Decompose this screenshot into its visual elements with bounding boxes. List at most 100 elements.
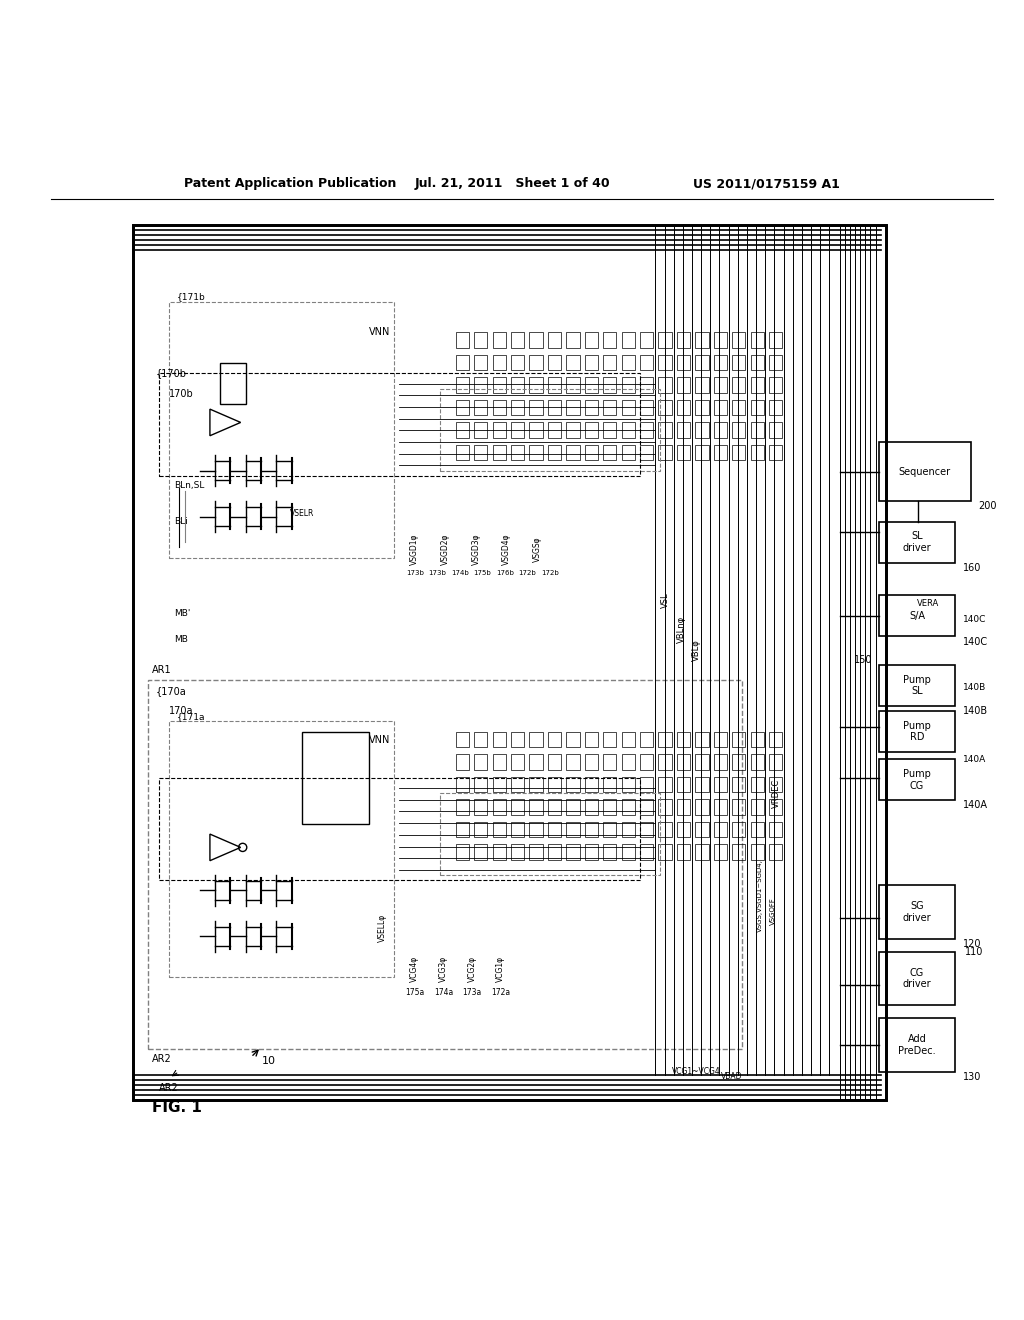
Bar	[603, 800, 616, 814]
Text: VNN: VNN	[369, 327, 390, 338]
Bar	[732, 800, 745, 814]
Bar	[529, 445, 543, 461]
Text: 140A: 140A	[963, 800, 987, 810]
Bar	[879, 952, 955, 1005]
Bar	[714, 355, 727, 370]
Bar	[603, 754, 616, 770]
Text: {171a: {171a	[177, 711, 206, 721]
Bar	[658, 333, 672, 347]
Bar	[529, 731, 543, 747]
Bar	[751, 754, 764, 770]
Bar	[732, 776, 745, 792]
Bar	[732, 822, 745, 837]
Bar	[879, 595, 955, 636]
Bar	[529, 845, 543, 859]
Text: 173b: 173b	[428, 570, 446, 576]
Text: 200: 200	[978, 502, 996, 511]
Bar	[493, 422, 506, 438]
Bar	[677, 845, 690, 859]
Text: Patent Application Publication: Patent Application Publication	[184, 177, 396, 190]
Bar	[769, 422, 782, 438]
Bar	[585, 800, 598, 814]
Text: {171b: {171b	[177, 292, 206, 301]
Bar	[640, 378, 653, 393]
Text: S/A: S/A	[909, 611, 925, 620]
Text: 140C: 140C	[963, 615, 986, 623]
Bar	[677, 754, 690, 770]
Text: 174b: 174b	[451, 570, 469, 576]
Bar	[732, 445, 745, 461]
Bar	[566, 378, 580, 393]
Text: AR2: AR2	[159, 1082, 178, 1093]
Bar	[769, 400, 782, 416]
Bar	[548, 400, 561, 416]
Text: VSGD3φ: VSGD3φ	[472, 533, 480, 565]
Bar	[456, 800, 469, 814]
Bar	[640, 731, 653, 747]
Bar	[677, 776, 690, 792]
Bar	[658, 776, 672, 792]
Text: VSL: VSL	[662, 593, 670, 609]
Bar	[548, 845, 561, 859]
Bar	[732, 355, 745, 370]
Bar	[677, 445, 690, 461]
Text: Pump
RD: Pump RD	[903, 721, 931, 742]
Bar	[585, 445, 598, 461]
Bar	[456, 333, 469, 347]
Bar	[474, 822, 487, 837]
Bar	[493, 800, 506, 814]
Text: VBLφ: VBLφ	[692, 639, 700, 660]
Text: 173a: 173a	[463, 989, 481, 998]
Bar	[548, 731, 561, 747]
Text: 174a: 174a	[434, 989, 453, 998]
Bar	[751, 378, 764, 393]
Bar	[511, 845, 524, 859]
Bar	[879, 886, 955, 939]
Text: 10: 10	[262, 1056, 276, 1067]
Bar	[456, 731, 469, 747]
Text: VSGOFF: VSGOFF	[770, 898, 776, 925]
Bar	[529, 378, 543, 393]
Text: Pump
CG: Pump CG	[903, 770, 931, 791]
Bar	[658, 800, 672, 814]
Bar	[751, 400, 764, 416]
Text: 172b: 172b	[518, 570, 537, 576]
Bar	[732, 754, 745, 770]
Bar	[622, 378, 635, 393]
Bar	[751, 731, 764, 747]
Bar	[751, 445, 764, 461]
Bar	[622, 822, 635, 837]
Text: VSGD4φ: VSGD4φ	[503, 533, 511, 565]
Bar	[493, 378, 506, 393]
Text: VBAD: VBAD	[722, 1072, 742, 1081]
Bar	[456, 378, 469, 393]
Bar	[769, 845, 782, 859]
Bar	[658, 422, 672, 438]
Bar	[474, 355, 487, 370]
Bar	[493, 445, 506, 461]
Text: 140B: 140B	[963, 706, 988, 717]
Bar	[695, 800, 709, 814]
Bar	[714, 845, 727, 859]
Bar	[751, 355, 764, 370]
Bar	[603, 445, 616, 461]
Bar	[456, 822, 469, 837]
Bar	[585, 333, 598, 347]
Bar	[658, 754, 672, 770]
Bar	[474, 776, 487, 792]
Bar	[714, 378, 727, 393]
Text: VCG1~VCG4: VCG1~VCG4	[672, 1067, 721, 1076]
Bar	[677, 731, 690, 747]
Bar	[585, 378, 598, 393]
Bar	[440, 793, 660, 875]
Bar	[159, 374, 640, 475]
Bar	[879, 759, 955, 800]
Bar	[695, 822, 709, 837]
Bar	[714, 400, 727, 416]
Bar	[622, 422, 635, 438]
Bar	[640, 400, 653, 416]
Bar	[732, 422, 745, 438]
Bar	[585, 776, 598, 792]
Text: 176b: 176b	[496, 570, 514, 576]
Text: Pump
SL: Pump SL	[903, 675, 931, 697]
